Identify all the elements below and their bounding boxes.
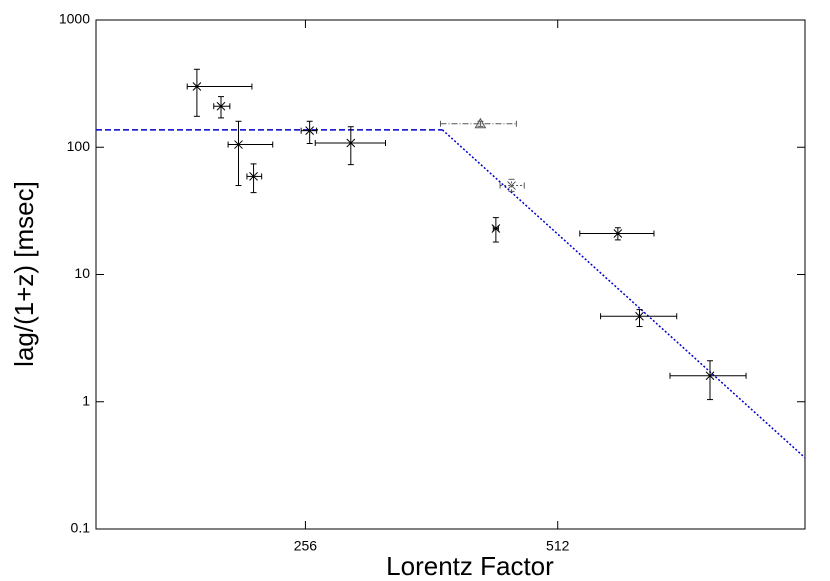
y-tick-label: 1000	[59, 11, 90, 27]
point	[507, 181, 516, 190]
plot-frame	[95, 19, 806, 530]
x-axis-label: Lorentz Factor	[386, 551, 554, 581]
point	[635, 311, 644, 321]
point	[216, 101, 226, 111]
y-tick-label: 0.1	[71, 520, 91, 536]
point	[234, 140, 243, 149]
point	[474, 117, 487, 129]
point	[192, 82, 202, 91]
point	[613, 229, 623, 238]
point	[346, 138, 356, 148]
point	[491, 224, 501, 233]
y-tick-label: 1	[82, 392, 90, 408]
point	[305, 126, 315, 136]
x-tick-label: 512	[546, 538, 570, 554]
point	[249, 172, 258, 181]
point	[705, 371, 715, 381]
y-tick-label: 10	[74, 265, 90, 281]
fit-line	[441, 129, 806, 459]
y-tick-label: 100	[67, 138, 91, 154]
x-tick-label: 256	[294, 538, 318, 554]
y-axis-label: lag/(1+z) [msec]	[9, 181, 39, 367]
